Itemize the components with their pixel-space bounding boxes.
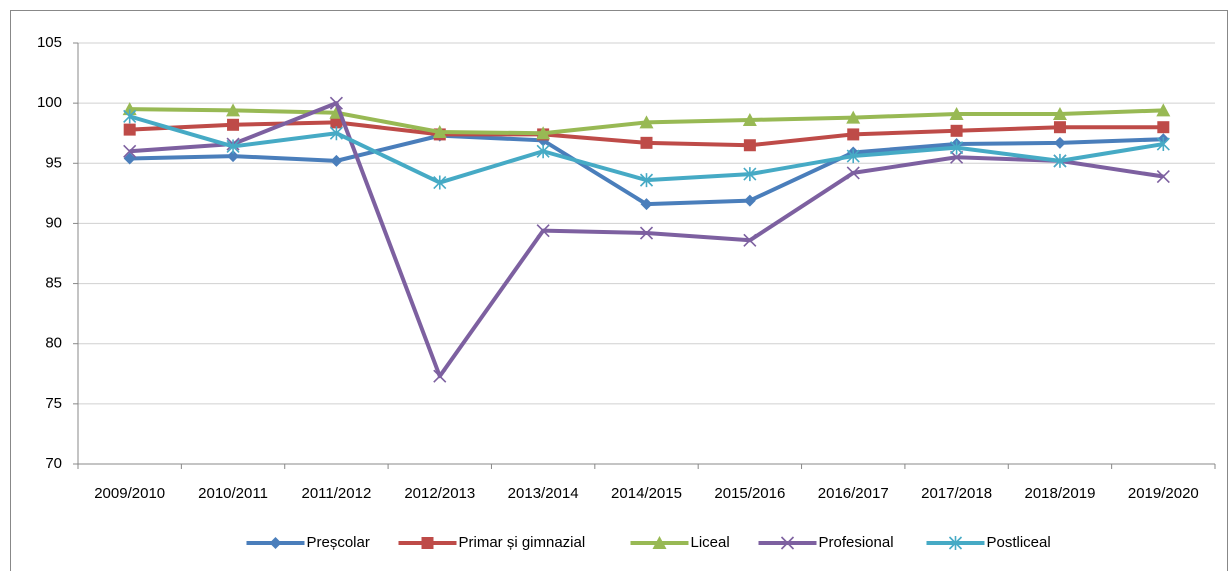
- legend-label: Profesional: [819, 534, 894, 551]
- marker: [123, 144, 137, 158]
- marker: [639, 115, 654, 129]
- y-tick-label: 80: [45, 335, 62, 352]
- marker: [780, 536, 795, 550]
- marker: [742, 112, 757, 126]
- marker: [639, 173, 654, 188]
- marker: [421, 537, 434, 549]
- marker: [123, 123, 136, 136]
- marker: [1052, 106, 1067, 120]
- marker: [330, 154, 343, 167]
- marker: [1053, 153, 1067, 168]
- marker: [743, 139, 756, 152]
- marker: [329, 96, 343, 110]
- legend-label: Primar și gimnazial: [459, 534, 586, 551]
- marker: [846, 149, 860, 164]
- marker: [1156, 169, 1170, 184]
- marker: [949, 106, 964, 120]
- x-tick-label: 2014/2015: [611, 485, 682, 502]
- marker: [1053, 136, 1066, 149]
- marker: [847, 128, 860, 141]
- marker: [123, 152, 136, 165]
- y-tick-label: 105: [37, 34, 62, 51]
- x-tick-label: 2009/2010: [94, 485, 165, 502]
- marker: [536, 224, 550, 238]
- marker: [433, 369, 447, 383]
- marker: [1156, 103, 1171, 117]
- x-tick-label: 2015/2016: [714, 485, 785, 502]
- marker: [950, 124, 963, 137]
- marker: [640, 136, 653, 149]
- y-tick-label: 100: [37, 94, 62, 111]
- legend-label: Preșcolar: [307, 534, 370, 551]
- x-tick-label: 2018/2019: [1025, 485, 1096, 502]
- marker: [1157, 121, 1170, 134]
- marker: [536, 144, 550, 159]
- marker: [536, 126, 551, 140]
- y-tick-label: 85: [45, 275, 62, 292]
- marker: [846, 166, 860, 180]
- x-tick-label: 2010/2011: [198, 485, 268, 502]
- marker: [227, 150, 240, 163]
- x-tick-label: 2019/2020: [1128, 485, 1199, 502]
- marker: [330, 116, 343, 129]
- x-tick-label: 2012/2013: [404, 485, 475, 502]
- marker: [743, 194, 756, 207]
- x-tick-label: 2016/2017: [818, 485, 889, 502]
- marker: [652, 536, 667, 549]
- marker: [432, 125, 447, 139]
- marker: [950, 140, 964, 155]
- marker: [639, 226, 654, 240]
- y-tick-label: 90: [45, 214, 62, 231]
- marker: [640, 198, 653, 211]
- legend-label: Postliceal: [987, 534, 1051, 551]
- y-tick-label: 70: [45, 455, 62, 472]
- x-tick-label: 2011/2012: [302, 485, 372, 502]
- marker: [226, 103, 241, 117]
- marker: [743, 167, 757, 182]
- y-tick-label: 95: [45, 154, 62, 171]
- marker: [123, 109, 137, 124]
- chart-frame: [10, 10, 1228, 571]
- marker: [269, 537, 282, 549]
- marker: [226, 139, 240, 154]
- x-tick-label: 2013/2014: [508, 485, 579, 502]
- marker: [329, 126, 343, 141]
- marker: [1156, 137, 1170, 152]
- marker: [1053, 121, 1066, 134]
- marker: [743, 233, 757, 247]
- marker: [948, 536, 963, 550]
- y-tick-label: 75: [45, 395, 62, 412]
- marker: [950, 150, 964, 164]
- marker: [846, 110, 861, 124]
- marker: [433, 175, 447, 190]
- marker: [227, 118, 240, 131]
- legend-label: Liceal: [691, 534, 730, 551]
- x-tick-label: 2017/2018: [921, 485, 992, 502]
